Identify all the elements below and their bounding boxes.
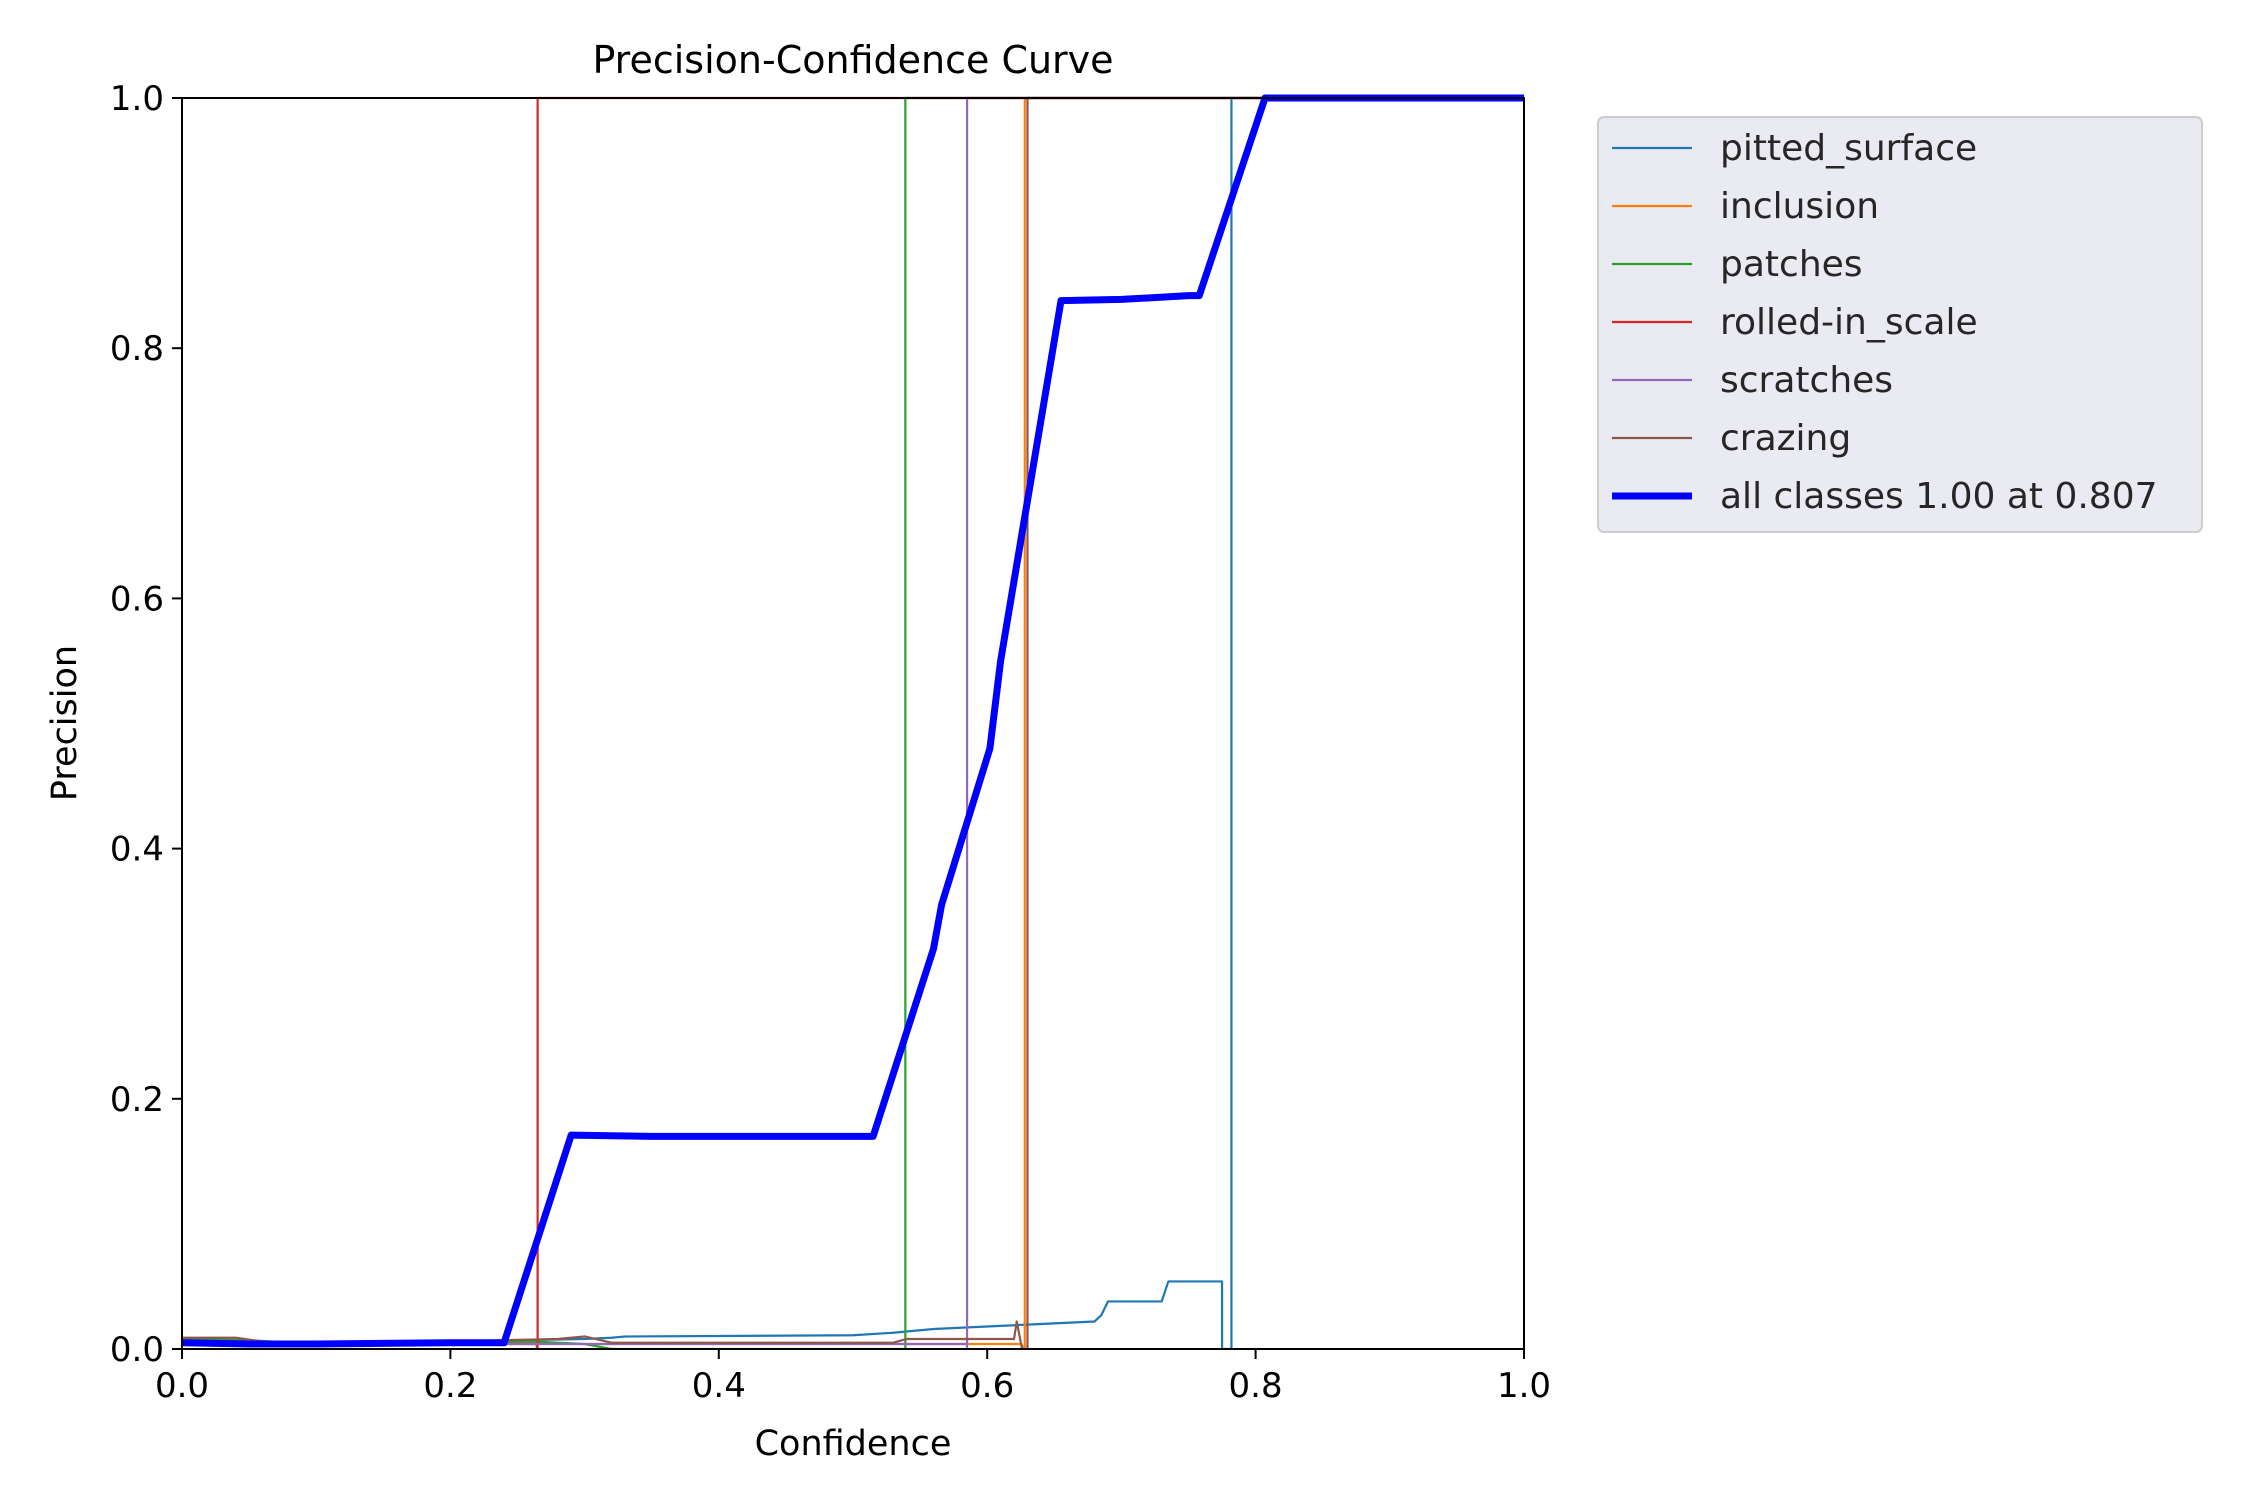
legend-label: scratches xyxy=(1720,360,1893,401)
legend-label: crazing xyxy=(1720,418,1851,459)
y-tick-label: 1.0 xyxy=(110,79,164,119)
y-tick-label: 0.6 xyxy=(110,579,164,619)
y-tick-label: 0.2 xyxy=(110,1080,164,1120)
x-tick-label: 0.8 xyxy=(1229,1366,1283,1406)
legend-label: all classes 1.00 at 0.807 xyxy=(1720,476,2158,517)
legend-label: rolled-in_scale xyxy=(1720,302,1978,343)
series-line-crazing xyxy=(182,96,1524,1349)
legend-items: pitted_surface inclusion patches rolled-in_… xyxy=(1612,128,2158,517)
legend-label: pitted_surface xyxy=(1720,128,1977,169)
legend-box xyxy=(1597,116,2203,533)
legend-label: inclusion xyxy=(1720,186,1879,227)
x-tick-label: 0.4 xyxy=(692,1366,746,1406)
series-layer xyxy=(182,94,1524,1349)
legend-label: patches xyxy=(1720,244,1863,285)
series-line-all-classes-1-00-at-0-807 xyxy=(182,94,1524,1348)
series-line-pitted-surface xyxy=(182,96,1524,1349)
plot-frame xyxy=(181,97,1525,1350)
y-axis-label: Precision xyxy=(45,645,85,801)
series-line-inclusion xyxy=(182,96,1524,1349)
series-line-scratches xyxy=(182,96,1524,1349)
x-tick-label: 1.0 xyxy=(1497,1366,1551,1406)
y-tick-label: 0.4 xyxy=(110,830,164,870)
y-tick-label: 0.8 xyxy=(110,329,164,369)
x-tick-label: 0.6 xyxy=(960,1366,1014,1406)
x-axis-ticks: 0.0 0.2 0.4 0.6 0.8 1.0 xyxy=(155,1349,1551,1406)
y-tick-label: 0.0 xyxy=(110,1330,164,1370)
y-axis-ticks: 0.0 0.2 0.4 0.6 0.8 1.0 xyxy=(110,79,182,1370)
series-line-patches xyxy=(182,96,1524,1349)
legend: pitted_surface inclusion patches rolled-in_… xyxy=(1597,116,2203,533)
x-tick-label: 0.0 xyxy=(155,1366,209,1406)
x-tick-label: 0.2 xyxy=(423,1366,477,1406)
x-axis-label: Confidence xyxy=(755,1424,952,1464)
chart-title: Precision-Confidence Curve xyxy=(592,38,1113,82)
series-line-rolled-in-scale xyxy=(182,96,1524,1349)
